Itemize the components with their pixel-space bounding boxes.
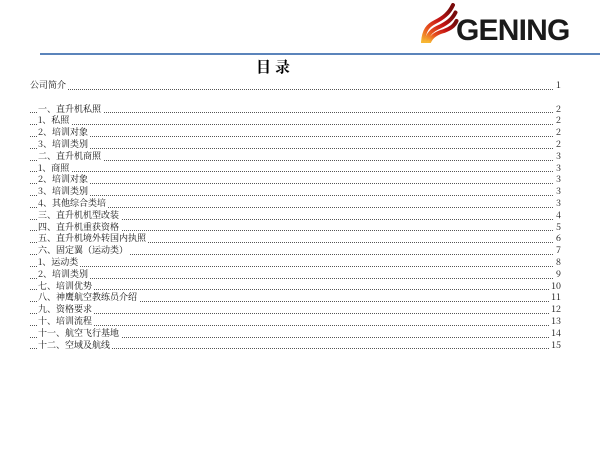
svg-text:GENING: GENING <box>456 14 570 43</box>
